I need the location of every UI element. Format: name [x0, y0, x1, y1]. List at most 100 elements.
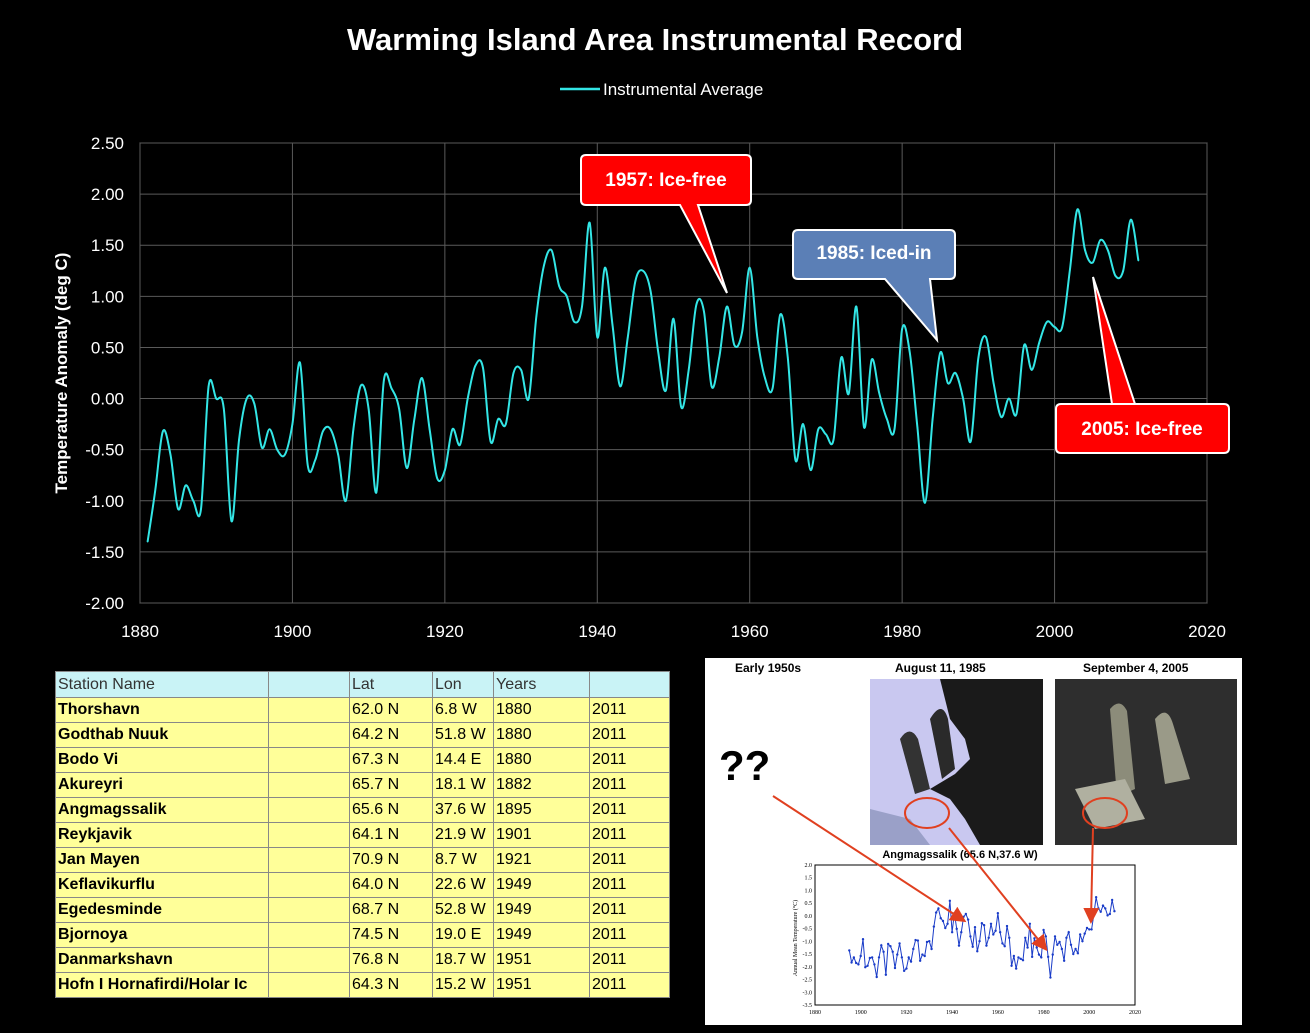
data-point: [726, 305, 728, 308]
satellite-image-1985: [870, 679, 1043, 845]
table-cell: 2011: [589, 772, 670, 798]
data-point: [405, 467, 408, 469]
small-data-point: [1001, 942, 1004, 945]
small-data-point: [1104, 907, 1107, 910]
main-chart: Warming Island Area Instrumental Record …: [52, 22, 1230, 641]
data-point: [444, 469, 446, 471]
table-row: Danmarkshavn 76.8 N 18.7 W 1951 2011: [55, 947, 670, 973]
data-point: [604, 266, 606, 269]
data-point: [787, 356, 789, 359]
table-cell: 64.1 N: [349, 822, 433, 848]
data-point: [352, 428, 355, 431]
data-point: [291, 423, 294, 425]
data-point: [466, 397, 469, 400]
small-data-point: [987, 936, 990, 939]
table-cell: [268, 922, 350, 948]
small-data-point: [864, 966, 867, 969]
small-data-point: [902, 969, 906, 973]
data-point: [428, 428, 431, 431]
small-data-point: [893, 966, 897, 970]
data-point: [649, 290, 652, 293]
table-cell: Thorshavn: [55, 697, 269, 723]
table-cell: 70.9 N: [349, 847, 433, 873]
small-data-point: [907, 956, 910, 959]
table-cell: 1949: [493, 872, 590, 898]
callout-1957-label: 1957: Ice-free: [605, 170, 726, 191]
callout-1985: 1985: Iced-in: [792, 229, 956, 344]
table-cell: 1880: [493, 697, 590, 723]
data-point: [908, 351, 911, 354]
data-point: [169, 453, 172, 456]
small-data-point: [886, 942, 890, 946]
table-cell: 1921: [493, 847, 590, 873]
data-point: [162, 430, 164, 433]
x-tick-label: 2000: [1036, 622, 1074, 641]
angmagssalik-small-chart: Angmagssalik (65.6 N,37.6 W) Annual Mean…: [792, 849, 1141, 1016]
table-cell: 22.6 W: [432, 872, 494, 898]
header-blank-2: [589, 671, 670, 698]
small-data-point: [1099, 910, 1102, 913]
small-data-point: [1008, 936, 1011, 939]
small-data-point: [912, 947, 915, 951]
data-point: [794, 459, 797, 461]
header-lat: Lat: [349, 671, 433, 698]
small-data-point: [960, 931, 963, 934]
small-data-point: [854, 961, 858, 965]
small-data-point: [848, 949, 851, 952]
data-point: [1137, 259, 1140, 262]
data-point: [665, 389, 667, 392]
small-data-point: [852, 956, 856, 959]
small-data-point: [916, 939, 920, 942]
data-point: [1091, 261, 1094, 264]
legend: Instrumental Average: [560, 80, 763, 99]
data-point: [687, 369, 690, 371]
small-chart-frame: [814, 864, 1136, 1006]
table-cell: [268, 722, 350, 748]
small-data-point: [1083, 932, 1086, 935]
y-tick-labels: 2.50 2.00 1.50 1.00 0.50 0.00 -0.50 -1.00 -1.50 -…: [85, 134, 124, 613]
data-point: [367, 407, 370, 410]
callout-1985-shape: [792, 229, 956, 344]
small-data-point: [1056, 943, 1059, 946]
data-point: [611, 324, 614, 326]
small-y-tick-label: 0.5: [805, 901, 813, 907]
x-tick-labels: 1880 1900 1920 1940 1960 1980 2000 2020: [121, 622, 1226, 641]
x-tick-label: 2020: [1188, 622, 1226, 641]
small-data-point: [980, 922, 984, 925]
data-point: [284, 453, 286, 456]
table-row: Hofn I Hornafirdi/Holar Ic 64.3 N 15.2 W 19…: [55, 972, 670, 998]
small-data-point: [1019, 957, 1022, 960]
table-row: Angmagssalik 65.6 N 37.6 W 1895 2011: [55, 797, 670, 823]
small-data-point: [966, 918, 970, 921]
table-cell: Keflavikurflu: [55, 872, 269, 898]
inset-title-early-1950s: Early 1950s: [735, 661, 802, 675]
small-data-point: [866, 964, 869, 967]
data-point: [1000, 416, 1003, 418]
data-point: [253, 402, 256, 405]
data-point: [306, 464, 309, 466]
callout-1957-shape: [580, 154, 752, 294]
x-tick-label: 1880: [121, 622, 159, 641]
table-row: Bjornoya 74.5 N 19.0 E 1949 2011: [55, 922, 670, 948]
table-cell: 1951: [493, 972, 590, 998]
small-data-point: [1024, 936, 1027, 939]
data-point: [840, 356, 842, 359]
data-point: [779, 313, 781, 316]
table-row: Godthab Nuuk 64.2 N 51.8 W 1880 2011: [55, 722, 670, 748]
small-data-point: [1110, 898, 1114, 902]
data-point: [1038, 341, 1041, 344]
data-point: [764, 377, 766, 379]
data-point: [809, 469, 812, 471]
small-data-point: [1030, 955, 1034, 959]
data-point: [1107, 249, 1109, 252]
small-data-point: [1113, 910, 1116, 913]
data-point: [398, 407, 400, 410]
table-cell: [268, 772, 350, 798]
data-point: [626, 336, 629, 339]
table-cell: Egedesminde: [55, 897, 269, 923]
small-data-point: [944, 926, 947, 930]
small-data-point: [934, 911, 938, 914]
small-data-point: [1021, 959, 1025, 962]
legend-label: Instrumental Average: [603, 80, 763, 99]
small-data-point: [1085, 926, 1089, 930]
